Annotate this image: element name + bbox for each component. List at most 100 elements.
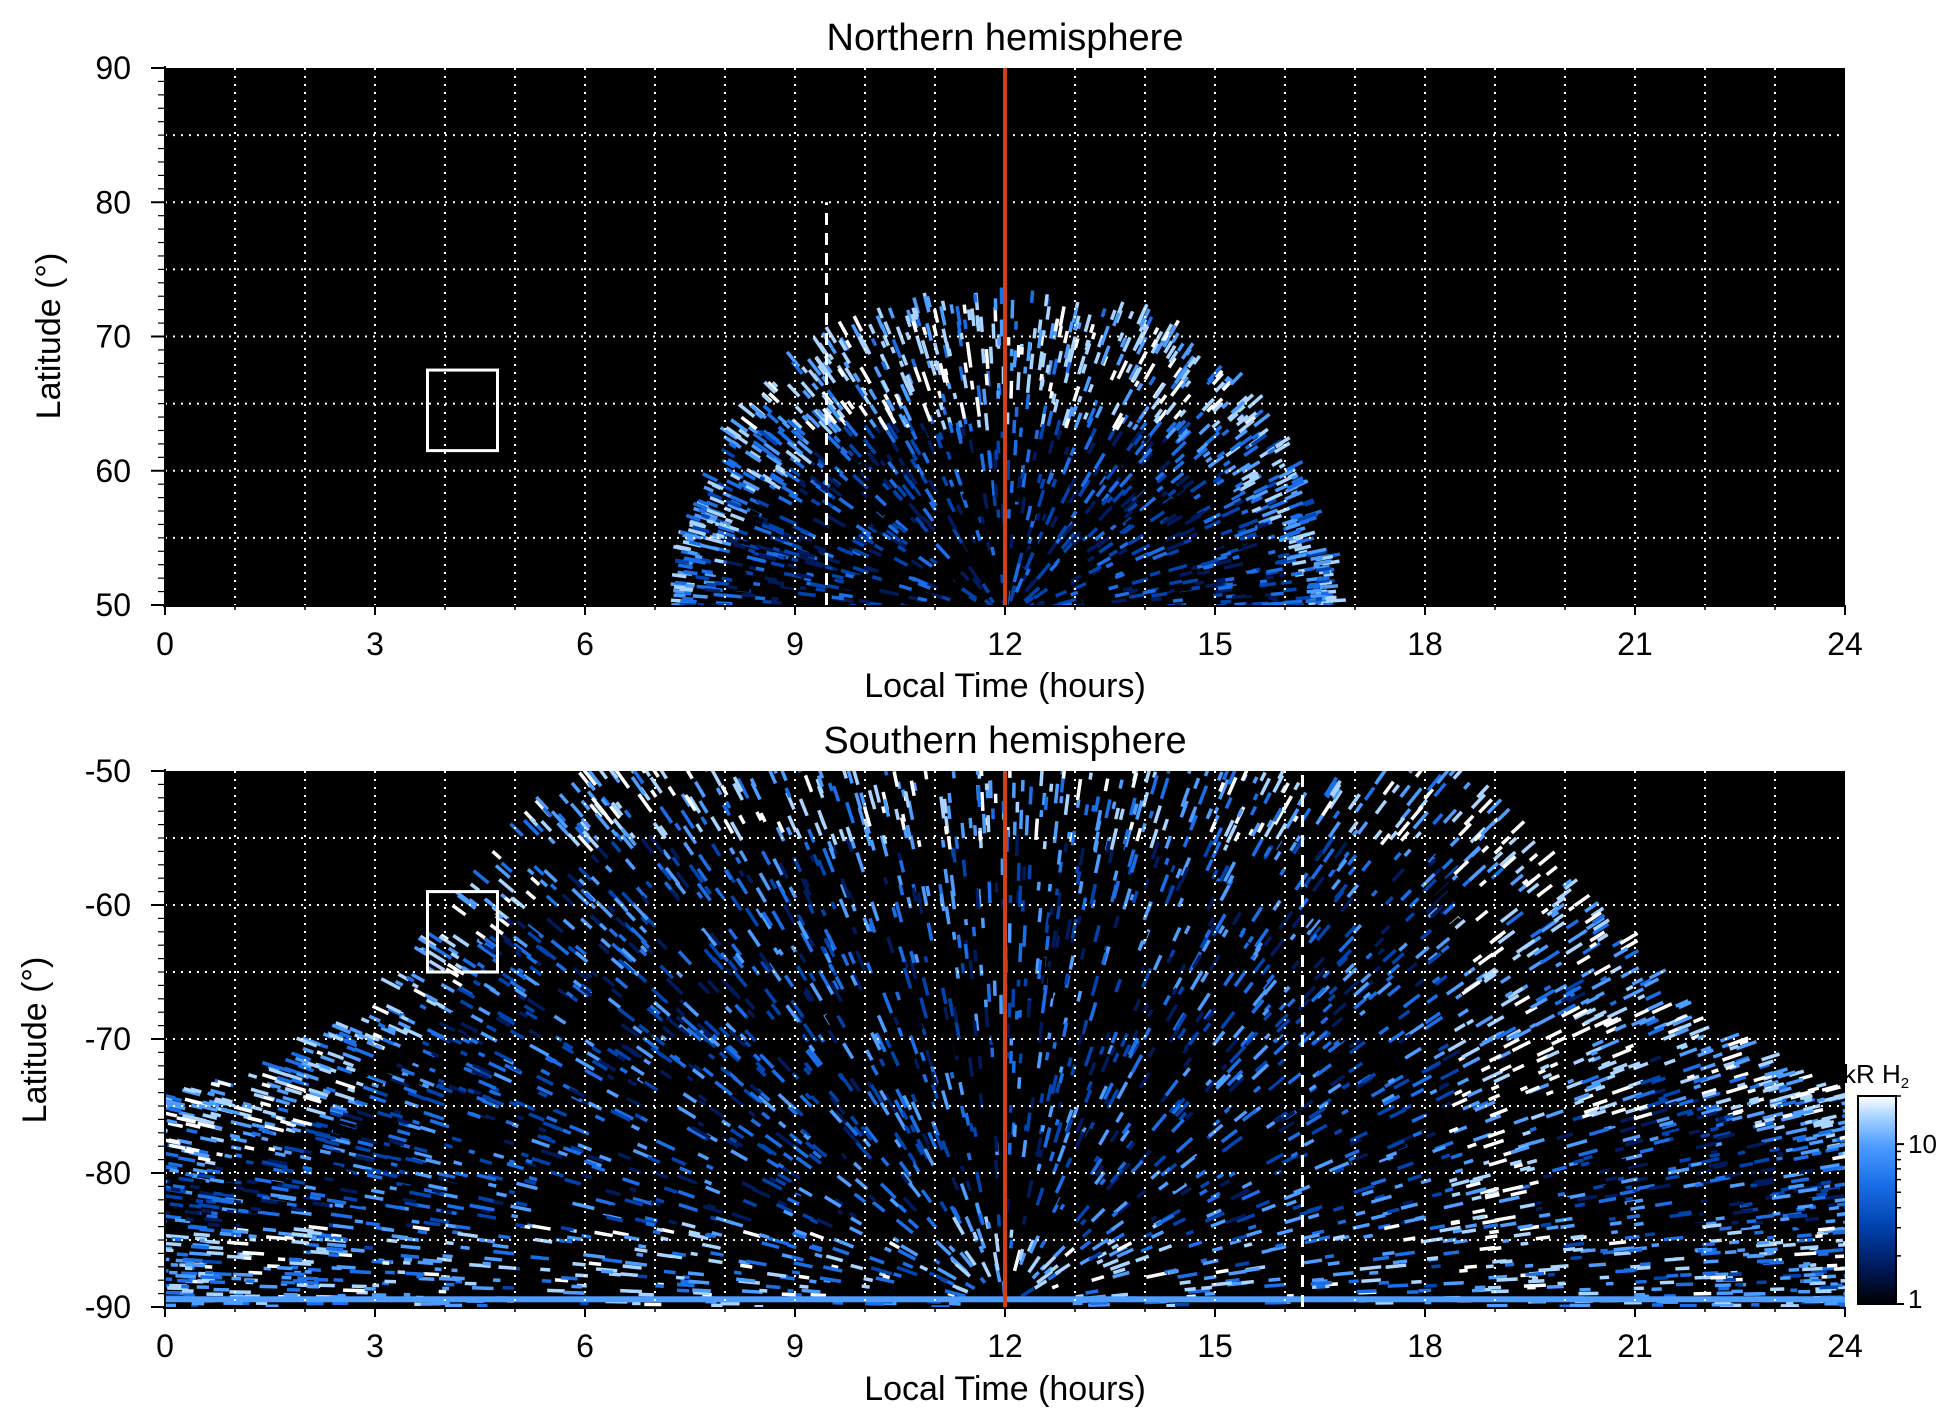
emission-streak	[1178, 963, 1187, 975]
emission-streak	[1178, 1111, 1188, 1122]
emission-streak	[1151, 596, 1162, 602]
emission-streak	[476, 961, 485, 969]
emission-streak	[1164, 526, 1175, 535]
emission-streak	[1476, 784, 1490, 799]
emission-streak	[1785, 1077, 1804, 1086]
emission-streak	[1049, 322, 1055, 339]
emission-streak	[953, 468, 963, 485]
emission-streak	[1448, 771, 1456, 777]
emission-streak	[1325, 780, 1339, 799]
emission-streak	[1067, 858, 1074, 874]
emission-streak	[641, 771, 647, 774]
emission-streak	[753, 525, 772, 536]
emission-streak	[961, 859, 967, 877]
emission-streak	[1061, 408, 1071, 427]
emission-streak	[1114, 591, 1130, 598]
emission-streak	[472, 979, 481, 987]
emission-streak	[1204, 1211, 1225, 1223]
emission-streak	[1769, 1101, 1783, 1109]
emission-streak	[1175, 868, 1183, 879]
emission-streak	[1076, 355, 1086, 375]
emission-streak	[1220, 1128, 1238, 1144]
emission-streak	[944, 906, 951, 925]
emission-streak	[706, 1203, 717, 1210]
emission-streak	[1626, 1200, 1636, 1206]
emission-streak	[272, 1145, 283, 1151]
emission-streak	[1150, 342, 1159, 354]
emission-streak	[939, 1200, 949, 1212]
emission-streak	[1143, 435, 1151, 443]
emission-streak	[1086, 407, 1097, 424]
x-tick-label: 3	[366, 626, 384, 662]
emission-streak	[1760, 1166, 1777, 1174]
emission-streak	[932, 342, 940, 356]
emission-streak	[624, 1260, 648, 1267]
emission-streak	[1170, 1118, 1185, 1134]
emission-streak	[299, 1154, 312, 1161]
emission-streak	[1314, 556, 1323, 562]
emission-streak	[1475, 1014, 1494, 1028]
emission-streak	[556, 822, 571, 837]
emission-streak	[1092, 567, 1101, 575]
emission-streak	[798, 487, 809, 496]
emission-streak	[1157, 836, 1167, 856]
emission-streak	[770, 602, 787, 605]
emission-streak	[1823, 1184, 1831, 1189]
emission-streak	[1403, 848, 1412, 857]
emission-streak	[925, 295, 932, 308]
emission-streak	[860, 1125, 874, 1141]
emission-streak	[828, 1090, 840, 1103]
emission-streak	[1613, 947, 1629, 958]
emission-streak	[541, 1278, 552, 1284]
emission-streak	[724, 1005, 733, 1014]
emission-streak	[727, 585, 738, 590]
emission-streak	[1571, 1026, 1591, 1038]
emission-streak	[1053, 1035, 1059, 1043]
emission-streak	[1426, 993, 1439, 1004]
emission-streak	[747, 425, 759, 435]
emission-streak	[1185, 348, 1192, 356]
emission-streak	[1240, 1128, 1258, 1142]
emission-streak	[167, 1121, 184, 1129]
emission-streak	[1247, 394, 1264, 409]
emission-streak	[1836, 1202, 1845, 1207]
emission-streak	[608, 1272, 621, 1277]
emission-streak	[771, 381, 779, 389]
emission-streak	[1152, 954, 1163, 971]
emission-streak	[699, 790, 706, 798]
emission-streak	[1282, 1211, 1301, 1221]
emission-streak	[1422, 1165, 1444, 1175]
emission-streak	[955, 503, 964, 516]
emission-streak	[230, 1136, 248, 1144]
emission-streak	[1753, 1157, 1770, 1164]
emission-streak	[862, 438, 877, 455]
emission-streak	[1234, 481, 1244, 489]
emission-streak	[1587, 1056, 1596, 1063]
emission-streak	[1079, 948, 1086, 960]
emission-streak	[1424, 1283, 1437, 1288]
emission-streak	[1725, 1116, 1733, 1122]
emission-streak	[885, 429, 897, 444]
emission-streak	[1308, 933, 1318, 944]
emission-streak	[977, 516, 983, 524]
emission-streak	[1399, 784, 1411, 798]
emission-streak	[727, 459, 742, 470]
emission-streak	[1835, 1238, 1844, 1243]
emission-streak	[264, 1169, 284, 1177]
emission-streak	[656, 1227, 664, 1233]
emission-streak	[740, 1263, 753, 1269]
emission-streak	[1046, 410, 1054, 427]
emission-streak	[1112, 514, 1124, 526]
emission-streak	[297, 1276, 319, 1281]
emission-streak	[886, 398, 896, 412]
emission-streak	[1678, 1098, 1694, 1107]
emission-streak	[974, 1202, 982, 1216]
emission-streak	[310, 1236, 324, 1242]
emission-streak	[916, 1138, 930, 1160]
emission-streak	[1082, 595, 1095, 603]
emission-streak	[984, 1006, 990, 1028]
emission-streak	[1135, 1254, 1150, 1263]
emission-streak	[1164, 857, 1170, 866]
emission-streak	[1142, 931, 1149, 940]
emission-streak	[1340, 1074, 1356, 1086]
